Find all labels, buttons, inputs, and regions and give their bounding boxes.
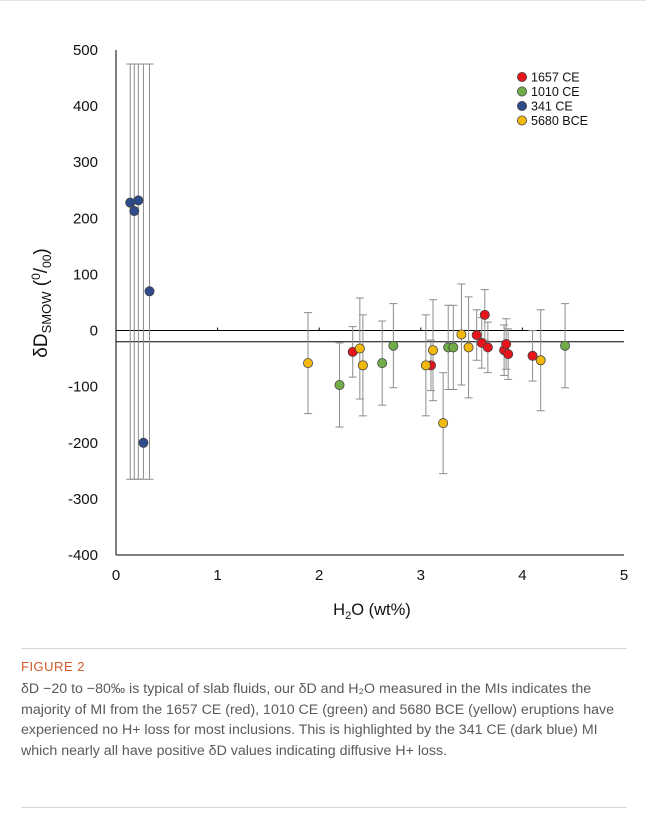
y-tick-label: -200: [68, 435, 98, 452]
data-point: [501, 339, 512, 350]
data-point: [144, 286, 155, 297]
y-tick-label: 200: [73, 210, 98, 227]
data-point: [503, 349, 514, 360]
y-tick-label: -400: [68, 547, 98, 564]
y-tick-label: 0: [90, 323, 98, 340]
data-point: [125, 197, 136, 208]
x-label-sub: 2: [345, 610, 351, 622]
bottom-rule: [21, 807, 627, 808]
y-tick-label: 500: [73, 42, 98, 59]
legend-marker: [517, 101, 528, 112]
x-tick-label: 4: [518, 567, 526, 584]
y-tick-label: -100: [68, 379, 98, 396]
data-point: [420, 360, 431, 371]
data-point: [129, 206, 140, 217]
data-points: [125, 195, 571, 448]
data-point: [388, 340, 399, 351]
figure-caption-text: δD −20 to −80‰ is typical of slab fluids…: [21, 681, 615, 759]
legend-marker: [517, 86, 528, 97]
data-point: [427, 345, 438, 356]
error-bars: [126, 63, 570, 480]
y-tick-labels: -400 -300 -200 -100 0 100 200 300 400 500: [68, 42, 98, 564]
y-label-slash: /: [31, 267, 52, 273]
data-point: [357, 360, 368, 371]
data-point: [438, 418, 449, 429]
plot-frame: [115, 50, 624, 556]
data-point: [479, 309, 490, 320]
data-point: [482, 342, 493, 353]
legend-label: 341 CE: [531, 100, 573, 114]
y-tick-label: 400: [73, 98, 98, 115]
data-point: [334, 379, 345, 390]
legend-marker: [517, 72, 528, 83]
y-label-close: ): [31, 248, 52, 254]
data-point: [303, 358, 314, 369]
y-tick-label: 300: [73, 154, 98, 171]
x-tick-label: 5: [620, 567, 628, 584]
y-label-sup: 0: [29, 273, 43, 280]
y-tick-label: -300: [68, 491, 98, 508]
x-tick-label: 1: [213, 567, 221, 584]
x-label-part: O (wt%): [351, 601, 411, 619]
y-label-main: δD: [31, 333, 52, 357]
data-point: [463, 342, 474, 353]
data-point: [560, 340, 571, 351]
data-point: [133, 195, 144, 206]
x-axis-label: H2O (wt%): [333, 601, 411, 622]
x-tick-labels: 0 1 2 3 4 5: [112, 567, 628, 584]
data-point: [448, 342, 459, 353]
legend-label: 5680 BCE: [531, 114, 588, 128]
data-point: [354, 343, 365, 354]
figure-caption: FIGURE 2 δD −20 to −80‰ is typical of sl…: [21, 648, 627, 761]
data-point: [471, 330, 482, 341]
x-tick-label: 0: [112, 567, 120, 584]
x-tick-label: 2: [315, 567, 323, 584]
data-point: [456, 329, 467, 340]
y-label-sub2: 00: [40, 254, 54, 268]
legend-marker: [517, 115, 528, 126]
y-label-open: (: [31, 279, 52, 291]
y-tick-label: 100: [73, 266, 98, 283]
data-point: [527, 350, 538, 361]
data-point: [377, 358, 388, 369]
figure-label: FIGURE 2: [21, 659, 85, 674]
legend-label: 1657 CE: [531, 71, 580, 85]
data-point: [535, 355, 546, 366]
legend-label: 1010 CE: [531, 85, 580, 99]
x-tick-label: 3: [417, 567, 425, 584]
y-axis-label: δDSMOW (0/00): [29, 248, 54, 357]
y-label-sub: SMOW: [39, 291, 54, 334]
data-point: [138, 437, 149, 448]
x-label-part: H: [333, 601, 345, 619]
